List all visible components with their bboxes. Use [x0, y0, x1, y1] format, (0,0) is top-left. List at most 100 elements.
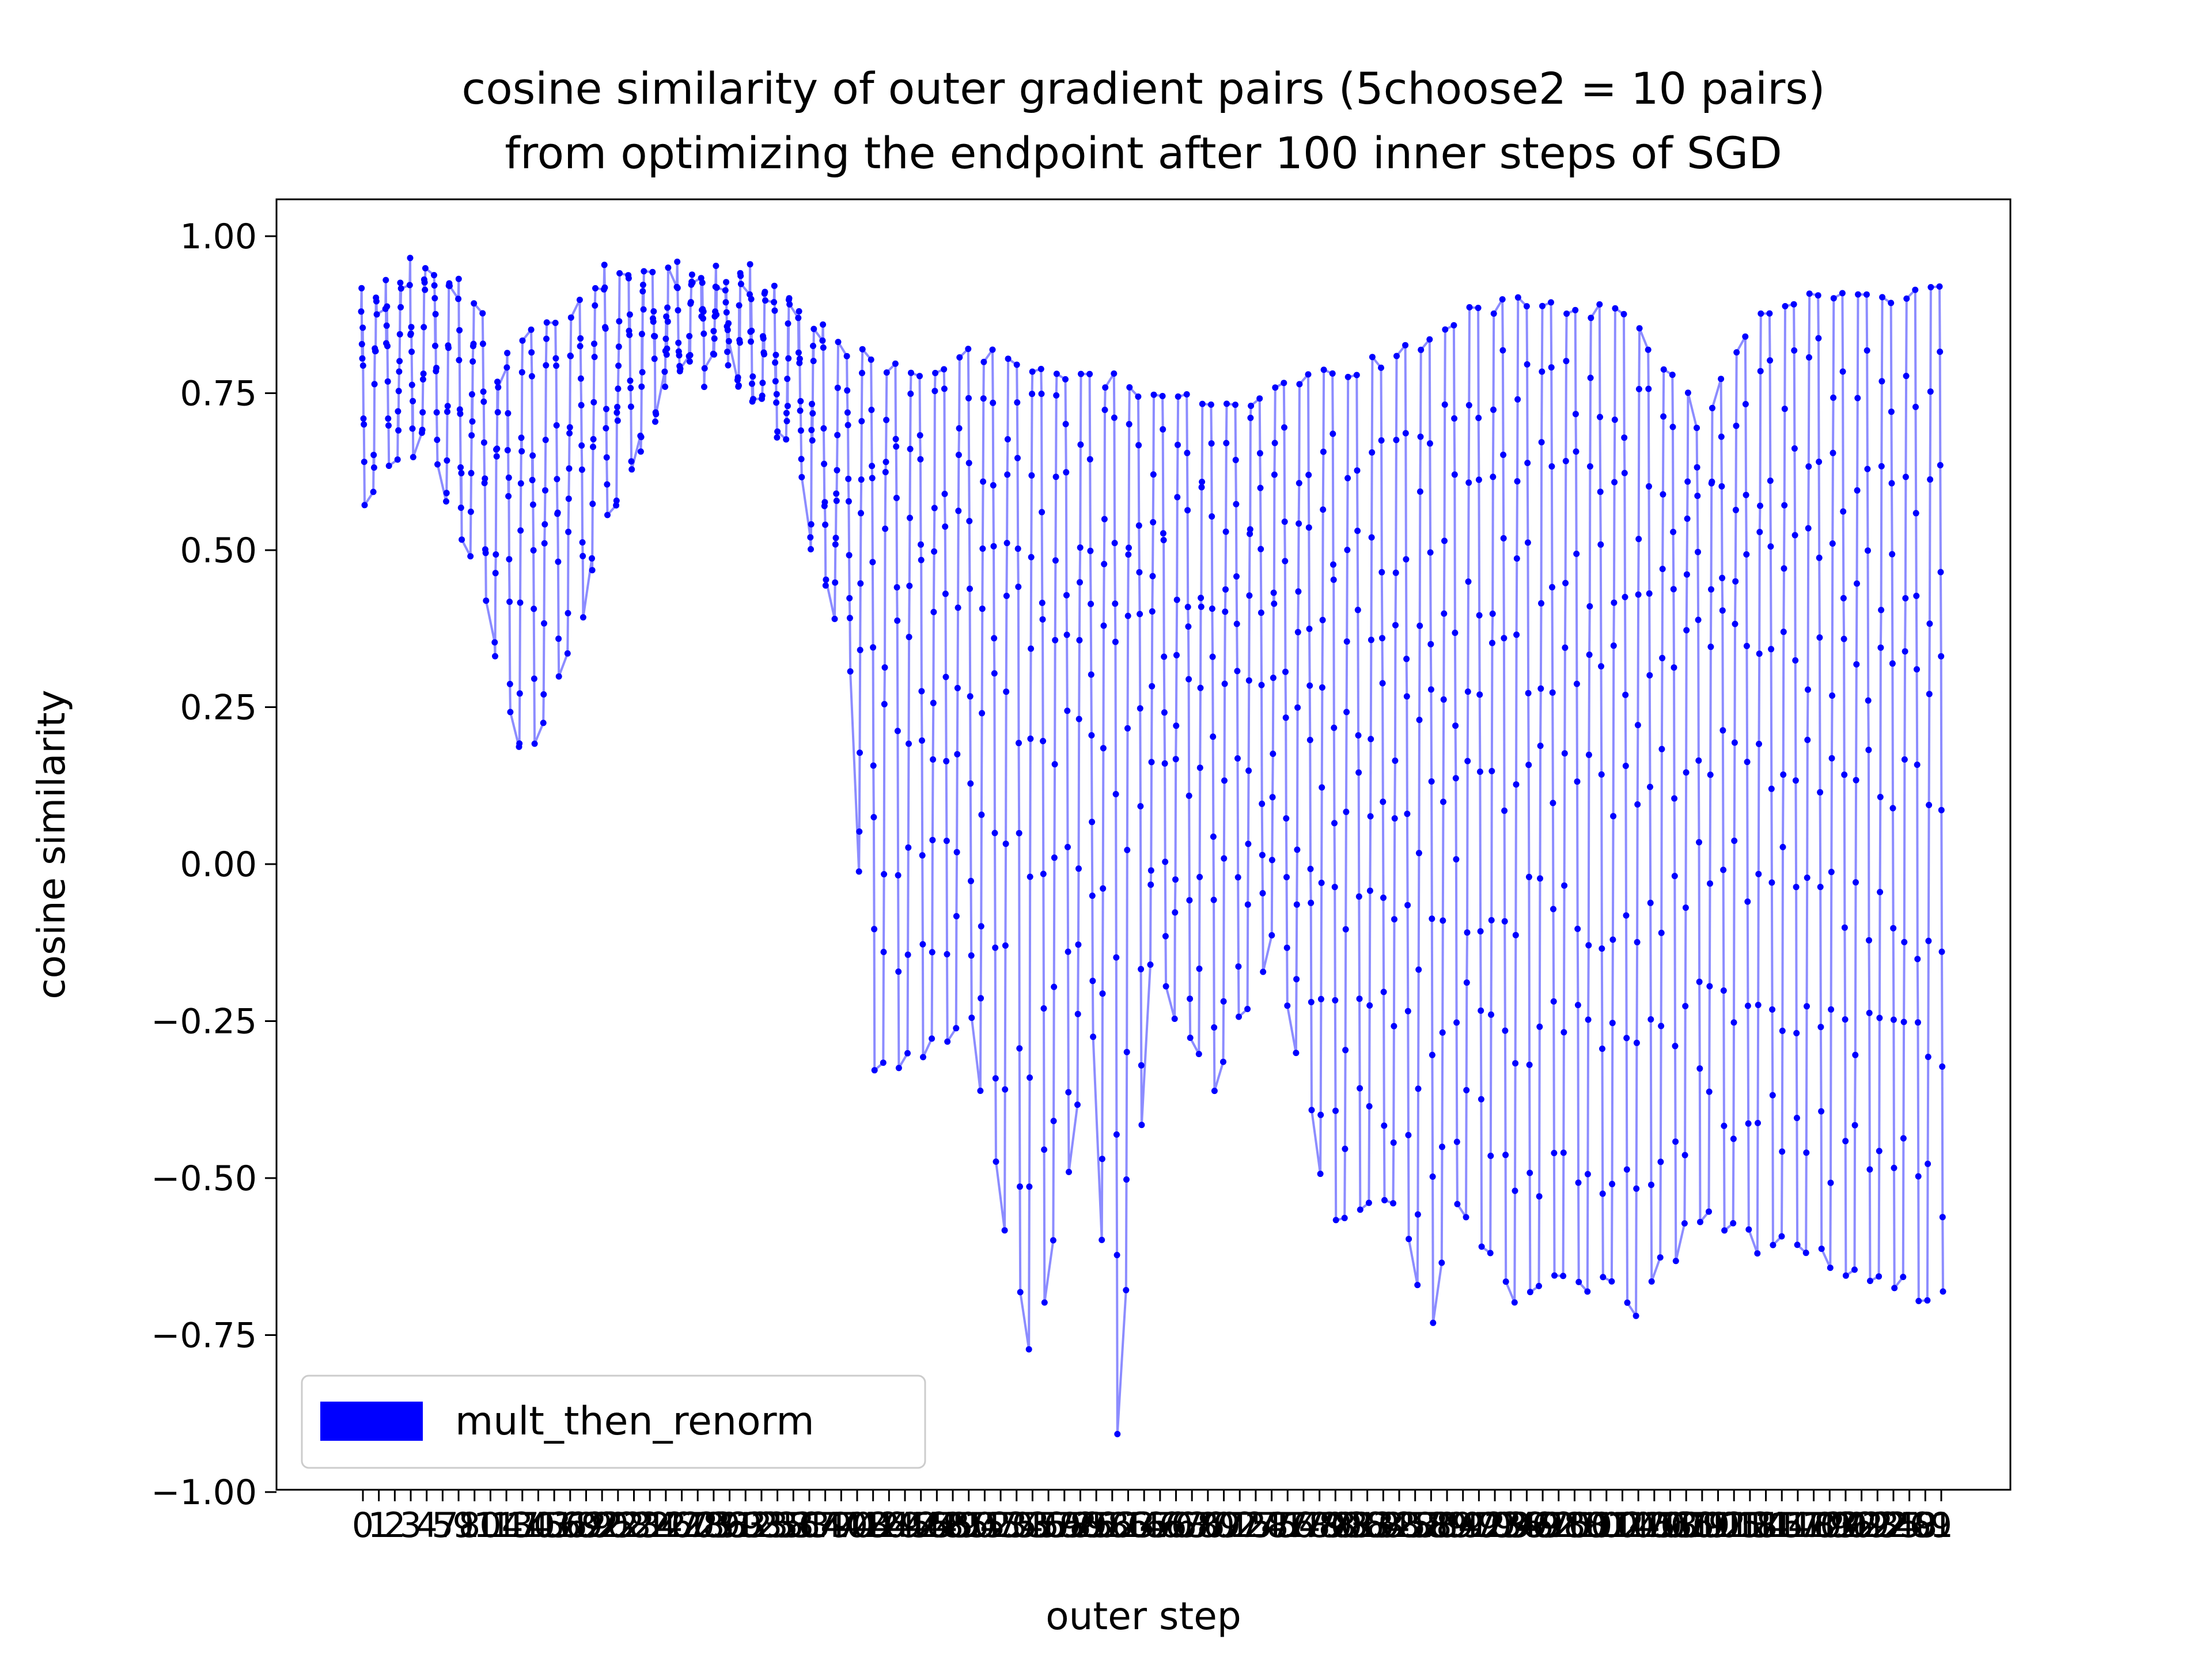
data-point	[1818, 1245, 1825, 1252]
data-point	[519, 337, 526, 344]
data-point	[1672, 1138, 1679, 1145]
data-point	[737, 281, 744, 287]
data-point	[1293, 976, 1300, 983]
data-point	[1817, 884, 1824, 891]
data-point	[604, 481, 611, 488]
data-point	[1780, 629, 1787, 635]
data-point	[1065, 948, 1071, 955]
data-point	[1696, 978, 1703, 985]
data-point	[1136, 569, 1143, 576]
data-point	[1853, 661, 1860, 668]
data-point	[1062, 376, 1069, 383]
data-point	[1452, 722, 1459, 729]
data-point	[1609, 1020, 1616, 1027]
data-point	[1040, 1005, 1047, 1012]
data-point	[1938, 807, 1945, 813]
data-point	[1792, 657, 1799, 664]
data-point	[1452, 630, 1459, 636]
x-tick-label: 1248	[1850, 1505, 1938, 1546]
x-tick-label: 624	[1095, 1505, 1161, 1546]
data-point	[471, 300, 478, 307]
data-point	[1854, 487, 1861, 494]
data-point	[965, 460, 972, 467]
data-point	[1368, 637, 1374, 643]
data-point	[370, 489, 377, 495]
data-point	[1426, 336, 1433, 343]
x-tick-label: 936	[1478, 1505, 1544, 1546]
data-point	[967, 585, 973, 592]
x-tick-label: 598	[1063, 1505, 1130, 1546]
x-tick-label: 832	[1350, 1505, 1416, 1546]
data-point	[1683, 769, 1690, 776]
data-point	[847, 668, 854, 675]
data-point	[1465, 479, 1472, 486]
data-point	[565, 528, 572, 535]
x-tick-label: 663	[1143, 1505, 1209, 1546]
x-tick-label: 611	[1080, 1505, 1146, 1546]
data-point	[1768, 785, 1775, 792]
data-point	[1647, 783, 1653, 790]
data-point	[614, 417, 621, 424]
data-point	[1135, 522, 1142, 529]
data-point	[1500, 535, 1507, 542]
data-point	[640, 306, 647, 313]
x-tick-label: 1261	[1865, 1505, 1953, 1546]
data-point	[1039, 600, 1046, 606]
data-point	[1052, 474, 1059, 480]
data-point	[1730, 1019, 1737, 1026]
data-point	[1902, 595, 1909, 601]
data-point	[637, 448, 644, 455]
data-point	[1513, 781, 1520, 788]
data-point	[736, 302, 743, 309]
data-point	[748, 338, 754, 345]
y-tick-label: −0.50	[151, 1159, 257, 1199]
data-point	[748, 327, 755, 334]
data-point	[1488, 917, 1495, 923]
data-point	[1560, 1029, 1567, 1036]
data-point	[361, 502, 368, 509]
data-point	[1391, 1023, 1397, 1029]
data-point	[373, 298, 380, 305]
x-tick-label: 5	[431, 1505, 453, 1546]
data-point	[358, 285, 365, 291]
x-tick-label: 897	[1430, 1505, 1496, 1546]
data-point	[1936, 283, 1943, 290]
data-point	[1368, 534, 1375, 541]
data-point	[1112, 638, 1119, 645]
data-point	[1718, 376, 1725, 383]
data-point	[1137, 705, 1143, 712]
data-point	[1113, 1252, 1120, 1259]
data-point	[916, 432, 923, 439]
data-point	[1865, 697, 1872, 704]
data-point	[1548, 463, 1555, 470]
data-point	[1369, 449, 1376, 456]
data-point	[1488, 768, 1495, 774]
x-tick-label: 1014	[1562, 1505, 1650, 1546]
data-point	[1573, 680, 1580, 687]
data-point	[1561, 750, 1568, 757]
data-point	[1733, 349, 1740, 356]
data-point	[1681, 1220, 1688, 1227]
data-point	[1123, 1287, 1130, 1293]
data-point	[443, 490, 450, 497]
data-point	[1912, 403, 1919, 410]
data-point	[422, 286, 429, 293]
data-point	[1514, 478, 1521, 484]
data-point	[1696, 1065, 1703, 1072]
data-point	[967, 780, 974, 787]
data-point	[1684, 478, 1691, 485]
data-point	[1572, 411, 1579, 418]
x-tick-label: 364	[777, 1505, 843, 1546]
data-point	[468, 470, 475, 476]
data-point	[858, 418, 865, 425]
data-point	[628, 466, 635, 473]
data-point	[1839, 290, 1846, 297]
data-point	[774, 434, 781, 441]
x-tick-label: 494	[935, 1505, 1002, 1546]
data-point	[1487, 1152, 1494, 1159]
data-point	[1937, 462, 1944, 468]
data-point	[543, 335, 550, 342]
data-point	[579, 539, 586, 546]
data-point	[1490, 406, 1497, 413]
data-point	[1342, 1047, 1349, 1054]
